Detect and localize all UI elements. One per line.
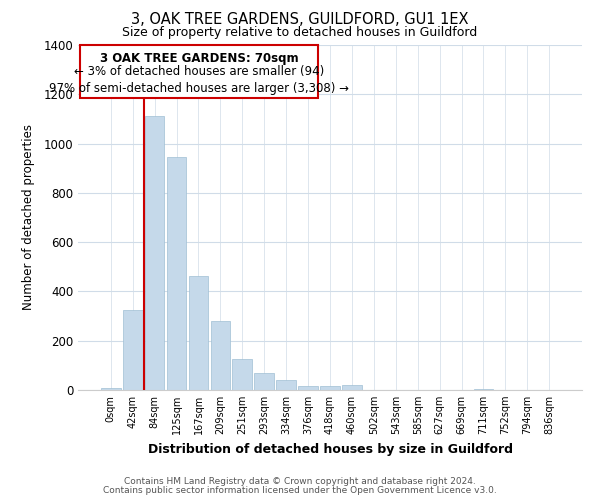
Bar xyxy=(211,320,230,390)
Bar xyxy=(254,373,274,390)
Text: ← 3% of detached houses are smaller (94): ← 3% of detached houses are smaller (94) xyxy=(74,65,325,78)
Bar xyxy=(298,386,318,390)
Bar xyxy=(232,359,252,390)
Text: 97% of semi-detached houses are larger (3,308) →: 97% of semi-detached houses are larger (… xyxy=(49,82,349,95)
Bar xyxy=(123,310,143,390)
X-axis label: Distribution of detached houses by size in Guildford: Distribution of detached houses by size … xyxy=(148,442,512,456)
Text: 3, OAK TREE GARDENS, GUILDFORD, GU1 1EX: 3, OAK TREE GARDENS, GUILDFORD, GU1 1EX xyxy=(131,12,469,28)
Y-axis label: Number of detached properties: Number of detached properties xyxy=(22,124,35,310)
Bar xyxy=(101,388,121,390)
Bar xyxy=(276,380,296,390)
Bar xyxy=(473,389,493,390)
Text: Contains HM Land Registry data © Crown copyright and database right 2024.: Contains HM Land Registry data © Crown c… xyxy=(124,477,476,486)
FancyBboxPatch shape xyxy=(80,45,318,98)
Bar xyxy=(342,385,362,390)
Text: Contains public sector information licensed under the Open Government Licence v3: Contains public sector information licen… xyxy=(103,486,497,495)
Bar xyxy=(145,116,164,390)
Bar xyxy=(188,276,208,390)
Text: Size of property relative to detached houses in Guildford: Size of property relative to detached ho… xyxy=(122,26,478,39)
Bar xyxy=(167,157,187,390)
Bar xyxy=(320,386,340,390)
Text: 3 OAK TREE GARDENS: 70sqm: 3 OAK TREE GARDENS: 70sqm xyxy=(100,52,299,65)
